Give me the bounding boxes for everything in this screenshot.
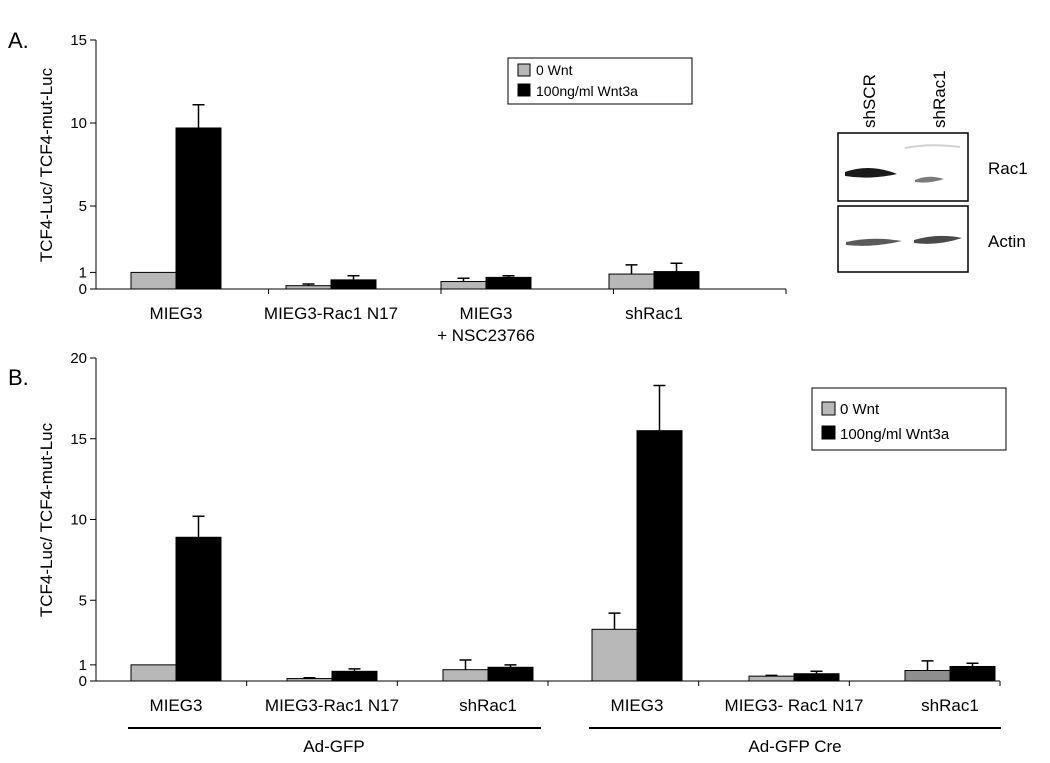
panel-b-y-tick-label: 15 bbox=[70, 431, 87, 448]
panel-a-y-tick-label: 1 bbox=[79, 264, 87, 281]
panel-b-bar-wnt3a bbox=[175, 536, 222, 682]
panel-b-y-tick-label: 5 bbox=[79, 592, 87, 609]
panel-a-legend-box bbox=[507, 57, 693, 105]
panel-b-category-label: shRac1 bbox=[921, 696, 979, 715]
panel-a-legend-0wnt: 0 Wnt bbox=[536, 62, 573, 78]
panel-b-bar-0wnt bbox=[904, 670, 951, 682]
panel-b-bar-wnt3a bbox=[949, 665, 996, 682]
panel-b-error-bar bbox=[608, 612, 621, 630]
panel-b-error-bar bbox=[504, 664, 517, 668]
panel-b-category-label: MIEG3-Rac1 N17 bbox=[265, 696, 399, 715]
panel-a-bar-wnt3a bbox=[175, 127, 222, 290]
panel-a-bar-wnt3a bbox=[653, 271, 700, 290]
panel-b-error-bar bbox=[348, 668, 361, 672]
panel-b-error-bar bbox=[459, 659, 472, 670]
panel-a-category-label: MIEG3 bbox=[460, 304, 513, 323]
panel-a-category-label: + NSC23766 bbox=[437, 326, 535, 345]
panel-b-legend-0wnt: 0 Wnt bbox=[840, 401, 880, 418]
panel-b-category-label: MIEG3- Rac1 N17 bbox=[725, 696, 864, 715]
panel-b-ylabel: TCF4-Luc/ TCF4-mut-Luc bbox=[37, 422, 56, 617]
panel-b-bar-0wnt bbox=[286, 678, 333, 682]
panel-a-legend-swatch-wnt3a bbox=[517, 83, 531, 97]
panel-a-error-bar bbox=[192, 103, 205, 128]
panel-b-y-tick-label: 1 bbox=[79, 657, 87, 674]
panel-b-error-bar bbox=[921, 660, 934, 671]
panel-b-error-bar bbox=[810, 670, 823, 674]
panel-a-category-label: shRac1 bbox=[625, 304, 683, 323]
panel-a-y-tick-label: 0 bbox=[79, 281, 87, 298]
panel-a-error-bar bbox=[457, 277, 470, 282]
panel-b-y-tick-label: 20 bbox=[70, 350, 87, 367]
panel-b-y-tick-label: 10 bbox=[70, 512, 87, 529]
blot-lane-shrac1: shRac1 bbox=[930, 70, 949, 128]
panel-b-bar-wnt3a bbox=[636, 430, 683, 682]
panel-b-category-label: MIEG3 bbox=[150, 696, 203, 715]
panel-a-error-bar bbox=[347, 274, 360, 280]
panel-a-bar-wnt3a bbox=[485, 276, 532, 290]
panel-a-bar-0wnt bbox=[608, 273, 655, 290]
blot-rac1-frame bbox=[837, 132, 969, 202]
panel-b-bar-wnt3a bbox=[487, 666, 534, 682]
blot-band-actin-shrac1 bbox=[914, 235, 962, 244]
panel-b-error-bar bbox=[653, 384, 666, 431]
panel-a-bar-0wnt bbox=[440, 281, 487, 290]
blot-band-actin-shscr bbox=[846, 238, 902, 246]
panel-a-error-bar bbox=[302, 283, 315, 286]
panel-a-legend: 0 Wnt 100ng/ml Wnt3a bbox=[507, 57, 693, 105]
panel-b-bar-0wnt bbox=[748, 675, 795, 682]
panel-a-bar-0wnt bbox=[285, 285, 332, 290]
panel-b-legend-box bbox=[811, 387, 1007, 451]
panel-a-bar-0wnt bbox=[130, 271, 177, 290]
panel-a-error-bar bbox=[502, 274, 515, 278]
panel-a-error-bar bbox=[625, 264, 638, 275]
panel-b-bar-0wnt bbox=[591, 628, 638, 682]
panel-a-legend-swatch-0wnt bbox=[517, 63, 531, 77]
western-blot: shSCR shRac1 Rac1 Actin bbox=[837, 70, 1028, 273]
blot-band-rac1-shrac1 bbox=[915, 176, 944, 183]
blot-background-smear bbox=[904, 144, 961, 149]
panel-b-error-bar bbox=[966, 662, 979, 667]
panel-b-y-tick-label: 0 bbox=[79, 673, 87, 690]
panel-b-legend: 0 Wnt 100ng/ml Wnt3a bbox=[811, 387, 1007, 451]
blot-row-rac1: Rac1 bbox=[988, 159, 1028, 178]
blot-lane-shscr: shSCR bbox=[860, 74, 879, 128]
panel-a-ylabel: TCF4-Luc/ TCF4-mut-Luc bbox=[37, 67, 56, 262]
panel-b-error-bar bbox=[765, 674, 778, 677]
panel-b-error-bar bbox=[303, 677, 316, 679]
panel-b-bar-wnt3a bbox=[331, 670, 378, 682]
panel-b-legend-swatch-wnt3a bbox=[821, 425, 836, 440]
blot-band-rac1-shscr bbox=[845, 167, 897, 178]
panel-b-bar-0wnt bbox=[130, 664, 177, 682]
panel-a-category-label: MIEG3 bbox=[150, 304, 203, 323]
panel-b-bar-wnt3a bbox=[793, 673, 840, 682]
panel-a-bar-wnt3a bbox=[330, 279, 377, 290]
panel-a-category-label: MIEG3-Rac1 N17 bbox=[264, 304, 398, 323]
panel-a-error-bar bbox=[670, 262, 683, 272]
panel-a-legend-wnt3a: 100ng/ml Wnt3a bbox=[536, 83, 638, 99]
panel-b-label: B. bbox=[8, 365, 29, 390]
panel-a-y-tick-label: 5 bbox=[79, 198, 87, 215]
group-label-ad-gfp-cre: Ad-GFP Cre bbox=[748, 737, 841, 756]
panel-b-category-label: shRac1 bbox=[459, 696, 517, 715]
panel-b-category-label: MIEG3 bbox=[611, 696, 664, 715]
panel-b-bar-0wnt bbox=[442, 669, 489, 682]
panel-b-legend-wnt3a: 100ng/ml Wnt3a bbox=[840, 426, 950, 443]
blot-row-actin: Actin bbox=[988, 232, 1026, 251]
panel-a-y-tick-label: 15 bbox=[70, 32, 87, 49]
panel-b-error-bar bbox=[192, 515, 205, 538]
panel-a-label: A. bbox=[8, 28, 29, 53]
group-label-ad-gfp: Ad-GFP bbox=[303, 737, 364, 756]
panel-a-y-tick-label: 10 bbox=[70, 115, 87, 132]
panel-b-legend-swatch-0wnt bbox=[821, 401, 836, 416]
